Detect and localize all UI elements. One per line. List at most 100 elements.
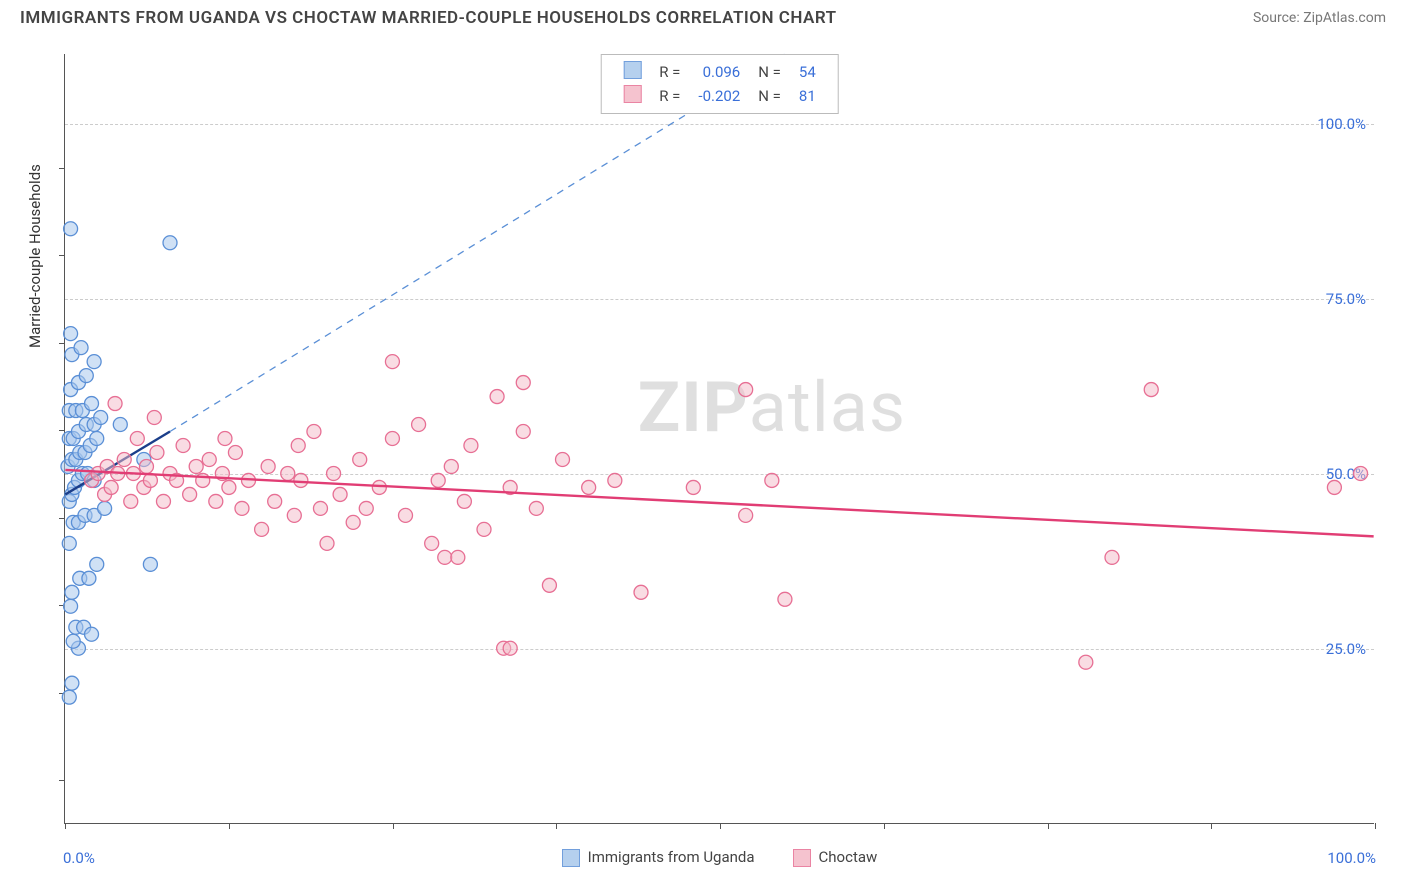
data-point-choctaw [209, 494, 223, 508]
data-point-choctaw [765, 473, 779, 487]
data-point-uganda [143, 557, 157, 571]
x-tick [556, 823, 557, 829]
data-point-choctaw [457, 494, 471, 508]
data-point-uganda [62, 690, 76, 704]
data-point-uganda [98, 501, 112, 515]
x-tick [1048, 823, 1049, 829]
data-point-choctaw [451, 550, 465, 564]
legend-row-choctaw: R =-0.202N =81 [615, 85, 824, 107]
data-point-choctaw [1144, 383, 1158, 397]
x-tick [229, 823, 230, 829]
x-tick [65, 823, 66, 829]
x-tick [1375, 823, 1376, 829]
scatter-plot [65, 54, 1374, 823]
data-point-choctaw [1354, 466, 1368, 480]
legend-r-value: -0.202 [690, 85, 748, 107]
legend-r-value: 0.096 [690, 61, 748, 83]
data-point-choctaw [634, 585, 648, 599]
data-point-choctaw [346, 515, 360, 529]
data-point-uganda [113, 418, 127, 432]
data-point-uganda [85, 627, 99, 641]
data-point-choctaw [385, 355, 399, 369]
data-point-choctaw [235, 501, 249, 515]
legend-n-value: 81 [791, 85, 824, 107]
data-point-choctaw [608, 473, 622, 487]
x-tick [720, 823, 721, 829]
data-point-choctaw [778, 592, 792, 606]
data-point-choctaw [399, 508, 413, 522]
data-point-choctaw [287, 508, 301, 522]
x-axis-min: 0.0% [63, 849, 95, 867]
legend-swatch-uganda [623, 61, 641, 79]
data-point-uganda [82, 571, 96, 585]
data-point-choctaw [686, 480, 700, 494]
data-point-choctaw [464, 439, 478, 453]
data-point-uganda [74, 341, 88, 355]
data-point-uganda [94, 411, 108, 425]
chart-title: IMMIGRANTS FROM UGANDA VS CHOCTAW MARRIE… [20, 8, 837, 28]
data-point-uganda [65, 585, 79, 599]
x-tick [884, 823, 885, 829]
legend-label: Choctaw [819, 848, 878, 866]
data-point-choctaw [189, 459, 203, 473]
legend-r-label: R = [651, 61, 688, 83]
data-point-choctaw [218, 432, 232, 446]
data-point-choctaw [130, 432, 144, 446]
legend-swatch-choctaw [623, 85, 641, 103]
data-point-choctaw [222, 480, 236, 494]
data-point-choctaw [294, 473, 308, 487]
data-point-choctaw [108, 397, 122, 411]
data-point-choctaw [281, 466, 295, 480]
data-point-uganda [79, 369, 93, 383]
data-point-uganda [62, 536, 76, 550]
data-point-choctaw [228, 445, 242, 459]
data-point-choctaw [333, 487, 347, 501]
series-legend: Immigrants from Uganda Choctaw [65, 848, 1374, 867]
data-point-choctaw [150, 445, 164, 459]
data-point-choctaw [438, 550, 452, 564]
data-point-choctaw [202, 452, 216, 466]
correlation-legend: R =0.096N =54R =-0.202N =81 [600, 54, 839, 114]
data-point-choctaw [425, 536, 439, 550]
data-point-choctaw [104, 480, 118, 494]
data-point-choctaw [117, 452, 131, 466]
data-point-uganda [87, 355, 101, 369]
data-point-choctaw [183, 487, 197, 501]
data-point-choctaw [529, 501, 543, 515]
data-point-choctaw [156, 494, 170, 508]
legend-label: Immigrants from Uganda [588, 848, 755, 866]
x-tick [1211, 823, 1212, 829]
data-point-choctaw [556, 452, 570, 466]
data-point-choctaw [307, 425, 321, 439]
data-point-uganda [85, 397, 99, 411]
data-point-choctaw [359, 501, 373, 515]
legend-n-label: N = [750, 85, 789, 107]
data-point-choctaw [327, 466, 341, 480]
data-point-uganda [90, 557, 104, 571]
legend-n-label: N = [750, 61, 789, 83]
data-point-choctaw [739, 383, 753, 397]
data-point-choctaw [582, 480, 596, 494]
data-point-choctaw [291, 439, 305, 453]
data-point-choctaw [147, 411, 161, 425]
y-axis-label: Married-couple Households [26, 164, 44, 348]
data-point-uganda [66, 634, 80, 648]
data-point-choctaw [320, 536, 334, 550]
x-tick [393, 823, 394, 829]
data-point-uganda [64, 599, 78, 613]
source-label: Source: ZipAtlas.com [1253, 10, 1386, 26]
data-point-choctaw [124, 494, 138, 508]
legend-swatch-choctaw [793, 849, 811, 867]
data-point-choctaw [268, 494, 282, 508]
plot-area: ZIPatlas R =0.096N =54R =-0.202N =81 Imm… [64, 54, 1374, 824]
data-point-uganda [65, 676, 79, 690]
data-point-choctaw [1327, 480, 1341, 494]
x-axis-max: 100.0% [1327, 849, 1376, 867]
legend-row-uganda: R =0.096N =54 [615, 61, 824, 83]
data-point-choctaw [490, 390, 504, 404]
data-point-choctaw [1079, 655, 1093, 669]
data-point-choctaw [431, 473, 445, 487]
chart-container: Married-couple Households ZIPatlas R =0.… [20, 40, 1386, 840]
data-point-uganda [64, 327, 78, 341]
data-point-choctaw [255, 522, 269, 536]
